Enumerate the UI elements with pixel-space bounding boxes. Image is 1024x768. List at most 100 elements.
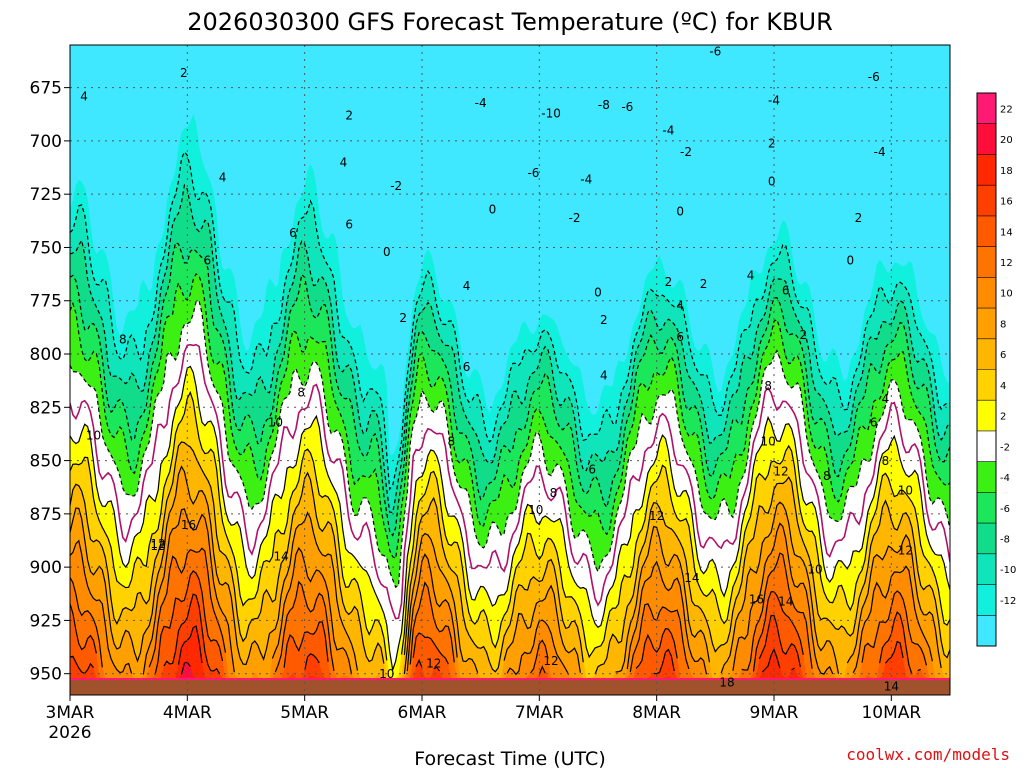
y-tick-label: 875 — [30, 505, 62, 525]
contour-label: -4 — [475, 96, 487, 110]
x-axis: 3MAR 4MAR 5MAR 6MAR 7MAR 8MAR 9MAR 10MAR 2026 — [46, 695, 921, 743]
colorbar-label: -6 — [1000, 504, 1010, 515]
contour-label: 4 — [676, 298, 684, 312]
plot-frame — [69, 44, 951, 696]
contour-line-6 — [70, 441, 950, 675]
contour-label: 8 — [823, 469, 831, 483]
contour-label: 8 — [882, 454, 890, 468]
contour-label: 10 — [898, 484, 913, 498]
contour-label: 4 — [600, 369, 608, 383]
x-tick-label: 5MAR — [280, 703, 329, 723]
y-tick-label: 675 — [30, 79, 62, 99]
contour-label: -2 — [390, 179, 402, 193]
contour-label: -6 — [527, 166, 539, 180]
colorbar-swatch — [977, 246, 996, 278]
contour-label: 0 — [594, 285, 602, 299]
contour-label: 18 — [719, 675, 734, 689]
contour-label: 6 — [676, 330, 684, 344]
contour-label: 4 — [340, 155, 348, 169]
contour-label: -2 — [680, 145, 692, 159]
contour-label: 12 — [649, 509, 664, 523]
colorbar-label: 18 — [1000, 166, 1013, 177]
colorbar-label: 12 — [1000, 258, 1013, 269]
contour-label: 12 — [150, 539, 165, 553]
contour-label: 12 — [898, 543, 913, 557]
colorbar-swatch — [977, 430, 996, 463]
contour-label: 12 — [426, 656, 441, 670]
contour-label: 0 — [383, 245, 391, 259]
contour-label: -4 — [662, 124, 674, 138]
x-tick-label: 3MAR — [46, 703, 95, 723]
contour-label: 4 — [747, 268, 755, 282]
colorbar-label: 4 — [1000, 381, 1006, 392]
contour-label: 6 — [345, 217, 353, 231]
colorbar-swatch — [977, 584, 996, 616]
contour-label: 0 — [489, 202, 497, 216]
colorbar-swatch — [977, 93, 996, 125]
contour-label: 10 — [528, 503, 543, 517]
y-tick-label: 775 — [30, 292, 62, 312]
contour-label: 6 — [782, 283, 790, 297]
contour-line-2 — [70, 365, 950, 671]
contour-label: 12 — [543, 654, 558, 668]
x-tick-label: 7MAR — [515, 703, 564, 723]
colorbar-label: 2 — [1000, 412, 1006, 423]
contour-label: -10 — [541, 106, 561, 120]
colorbar-label: 10 — [1000, 289, 1013, 300]
contour-lines — [70, 150, 950, 695]
contour-label: 2 — [855, 211, 863, 225]
colorbar-label: 6 — [1000, 350, 1006, 361]
contour-label: 2 — [345, 109, 353, 123]
y-tick-label: 925 — [30, 611, 62, 631]
y-tick-label: 950 — [30, 665, 62, 685]
contour-label: 2 — [180, 66, 188, 80]
contour-line--2 — [70, 300, 950, 589]
contour-label: 6 — [870, 415, 878, 429]
contour-label: -4 — [874, 145, 886, 159]
contour-label: 4 — [219, 170, 227, 184]
contour-label: 14 — [778, 594, 793, 608]
contour-label: 0 — [768, 175, 776, 189]
colorbar-swatch — [977, 523, 996, 555]
x-tick-label: 8MAR — [632, 703, 681, 723]
contour-label: 6 — [463, 360, 471, 374]
credit-text: coolwx.com/models — [846, 745, 1010, 764]
contour-line-20 — [180, 661, 191, 675]
contour-label: 14 — [884, 680, 899, 694]
colorbar-swatch — [977, 185, 996, 217]
colorbar-swatch — [977, 369, 996, 401]
contour-line--4 — [70, 272, 950, 560]
colorbar-label: -8 — [1000, 534, 1010, 545]
x-axis-label: Forecast Time (UTC) — [414, 748, 605, 768]
contour-line-0 — [70, 343, 950, 620]
contour-line--8 — [70, 183, 950, 514]
contour-label: 8 — [119, 332, 127, 346]
x-year-label: 2026 — [48, 723, 91, 743]
contour-label: -6 — [868, 70, 880, 84]
colorbar-swatch — [977, 277, 996, 309]
contour-label: 4 — [80, 89, 88, 103]
y-tick-label: 825 — [30, 398, 62, 418]
x-tick-label: 9MAR — [750, 703, 799, 723]
contour-label: 0 — [676, 204, 684, 218]
colorbar-label: 14 — [1000, 227, 1013, 238]
colorbar-swatch — [977, 615, 996, 647]
contour-line-12 — [70, 547, 928, 674]
contour-line-18 — [177, 625, 795, 673]
contour-label: 16 — [749, 592, 764, 606]
contour-line-4 — [70, 390, 950, 661]
colorbar-swatch — [977, 492, 996, 524]
colorbar-swatch — [977, 338, 996, 370]
contour-line-14 — [70, 570, 921, 675]
colorbar-swatch — [977, 215, 996, 248]
contour-label: -4 — [768, 94, 780, 108]
contour-label: -2 — [569, 211, 581, 225]
contour-label: 8 — [448, 435, 456, 449]
contour-line-10 — [70, 508, 933, 676]
y-tick-label: 900 — [30, 558, 62, 578]
contour-label: 10 — [760, 435, 775, 449]
chart-title: 2026030300 GFS Forecast Temperature (ºC)… — [187, 8, 833, 36]
contour-label: 14 — [684, 571, 699, 585]
